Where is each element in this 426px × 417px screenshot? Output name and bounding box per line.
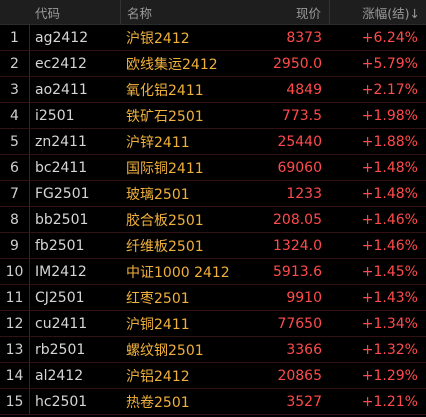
last-price: 69060	[277, 159, 322, 176]
contract-code: hc2501	[35, 393, 88, 410]
change-percent: +2.17%	[361, 81, 418, 98]
change-percent: +1.48%	[361, 185, 418, 202]
last-price: 20865	[277, 367, 322, 384]
row-index: 12	[0, 311, 30, 336]
change-percent: +1.32%	[361, 341, 418, 358]
quote-row[interactable]: 12 cu2411 沪铜2411 77650 +1.34%	[0, 311, 426, 337]
last-price: 773.5	[281, 107, 322, 124]
contract-code: rb2501	[35, 341, 86, 358]
change-percent: +1.46%	[361, 237, 418, 254]
quote-row[interactable]: 2 ec2412 欧线集运2412 2950.0 +5.79%	[0, 51, 426, 77]
contract-name: 红枣2501	[126, 290, 190, 307]
quote-row[interactable]: 15 hc2501 热卷2501 3527 +1.21%	[0, 389, 426, 415]
contract-code: al2412	[35, 367, 84, 384]
contract-name: 国际铜2411	[126, 160, 204, 177]
contract-name: 热卷2501	[126, 394, 190, 411]
last-price: 9910	[286, 289, 322, 306]
contract-name: 螺纹钢2501	[126, 342, 204, 359]
change-percent: +1.34%	[361, 315, 418, 332]
quote-row[interactable]: 8 bb2501 胶合板2501 208.05 +1.46%	[0, 207, 426, 233]
contract-name: 纤维板2501	[126, 238, 204, 255]
quote-row[interactable]: 1 ag2412 沪银2412 8373 +6.24%	[0, 25, 426, 51]
change-percent: +1.43%	[361, 289, 418, 306]
header-cell[interactable]: 代码	[35, 5, 61, 21]
change-percent: +1.98%	[361, 107, 418, 124]
contract-code: FG2501	[35, 185, 90, 202]
last-price: 4849	[286, 81, 322, 98]
last-price: 2950.0	[273, 55, 322, 72]
contract-code: bb2501	[35, 211, 89, 228]
contract-name: 铁矿石2501	[126, 108, 204, 125]
row-index: 3	[0, 77, 30, 102]
header-cell[interactable]: 涨幅(结)↓	[362, 5, 420, 21]
contract-code: CJ2501	[35, 289, 85, 306]
last-price: 25440	[277, 133, 322, 150]
row-index: 10	[0, 259, 30, 284]
change-percent: +1.21%	[361, 393, 418, 410]
last-price: 208.05	[273, 211, 322, 228]
quote-row[interactable]: 9 fb2501 纤维板2501 1324.0 +1.46%	[0, 233, 426, 259]
quote-row[interactable]: 6 bc2411 国际铜2411 69060 +1.48%	[0, 155, 426, 181]
quote-row[interactable]: 4 i2501 铁矿石2501 773.5 +1.98%	[0, 103, 426, 129]
contract-name: 玻璃2501	[126, 186, 190, 203]
row-index: 11	[0, 285, 30, 310]
contract-name: 中证1000 2412	[126, 264, 230, 281]
contract-name: 胶合板2501	[126, 212, 204, 229]
row-index: 14	[0, 363, 30, 388]
last-price: 3527	[286, 393, 322, 410]
contract-name: 沪锌2411	[126, 134, 190, 151]
header-cell[interactable]: 现价	[296, 0, 330, 24]
contract-name: 沪铜2411	[126, 316, 190, 333]
row-index: 9	[0, 233, 30, 258]
header-row: 代码 名称 现价 涨幅(结)↓	[0, 0, 426, 25]
change-percent: +1.46%	[361, 211, 418, 228]
row-index: 8	[0, 207, 30, 232]
last-price: 1324.0	[273, 237, 322, 254]
row-index: 7	[0, 181, 30, 206]
contract-code: ag2412	[35, 29, 89, 46]
change-percent: +1.48%	[361, 159, 418, 176]
row-index: 4	[0, 103, 30, 128]
row-index: 1	[0, 25, 30, 50]
change-percent: +1.29%	[361, 367, 418, 384]
last-price: 5913.6	[273, 263, 322, 280]
contract-code: cu2411	[35, 315, 88, 332]
contract-code: fb2501	[35, 237, 85, 254]
row-index: 2	[0, 51, 30, 76]
contract-code: ec2412	[35, 55, 87, 72]
quote-row[interactable]: 7 FG2501 玻璃2501 1233 +1.48%	[0, 181, 426, 207]
contract-code: i2501	[35, 107, 75, 124]
contract-name: 沪银2412	[126, 30, 190, 47]
last-price: 1233	[286, 185, 322, 202]
contract-code: bc2411	[35, 159, 88, 176]
contract-name: 沪铝2412	[126, 368, 190, 385]
contract-code: ao2411	[35, 81, 88, 98]
quote-row[interactable]: 11 CJ2501 红枣2501 9910 +1.43%	[0, 285, 426, 311]
quote-row[interactable]: 10 IM2412 中证1000 2412 5913.6 +1.45%	[0, 259, 426, 285]
change-percent: +5.79%	[361, 55, 418, 72]
header-cell[interactable]: 名称	[120, 0, 152, 24]
last-price: 3366	[286, 341, 322, 358]
quote-row[interactable]: 14 al2412 沪铝2412 20865 +1.29%	[0, 363, 426, 389]
contract-name: 欧线集运2412	[126, 56, 218, 73]
row-index: 6	[0, 155, 30, 180]
contract-code: zn2411	[35, 133, 87, 150]
row-index: 15	[0, 389, 30, 414]
change-percent: +6.24%	[361, 29, 418, 46]
quote-row[interactable]: 5 zn2411 沪锌2411 25440 +1.88%	[0, 129, 426, 155]
last-price: 77650	[277, 315, 322, 332]
contract-code: IM2412	[35, 263, 87, 280]
contract-name: 氧化铝2411	[126, 82, 204, 99]
quote-row[interactable]: 13 rb2501 螺纹钢2501 3366 +1.32%	[0, 337, 426, 363]
last-price: 8373	[286, 29, 322, 46]
quote-row[interactable]: 3 ao2411 氧化铝2411 4849 +2.17%	[0, 77, 426, 103]
change-percent: +1.45%	[361, 263, 418, 280]
row-index: 5	[0, 129, 30, 154]
change-percent: +1.88%	[361, 133, 418, 150]
row-index: 13	[0, 337, 30, 362]
